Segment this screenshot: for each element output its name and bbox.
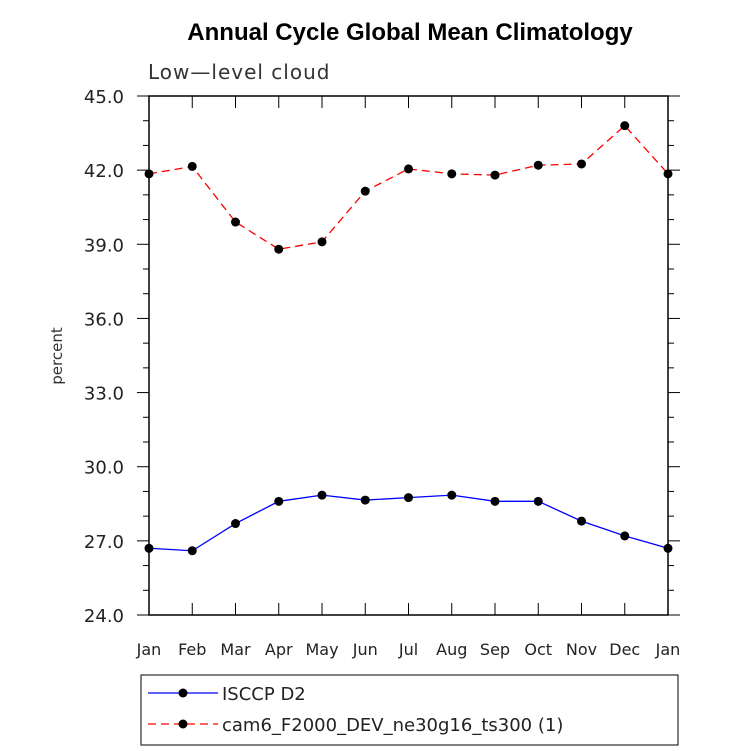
legend-label-0: ISCCP D2: [222, 684, 306, 705]
y-tick-label: 24.0: [84, 606, 124, 627]
x-tick-label: Oct: [524, 640, 552, 659]
data-point: [274, 244, 284, 254]
y-tick-label: 39.0: [84, 235, 124, 256]
x-tick-label: Dec: [609, 640, 640, 659]
x-tick-label: Apr: [265, 640, 293, 659]
data-point: [577, 159, 586, 169]
data-point: [620, 531, 630, 541]
x-tick-label: Jun: [352, 640, 378, 659]
series-line-0: [148, 494, 669, 552]
y-axis-label: percent: [48, 327, 66, 385]
data-point: [360, 186, 370, 196]
y-tick-label: 45.0: [84, 87, 124, 108]
data-point: [187, 161, 197, 171]
data-point: [404, 164, 413, 174]
x-tick-label: Jan: [136, 640, 162, 659]
y-tick-label: 30.0: [84, 458, 124, 479]
data-point: [231, 519, 240, 529]
x-tick-label: Nov: [566, 640, 597, 659]
data-point: [447, 490, 457, 500]
x-tick-label: Jan: [655, 640, 681, 659]
legend-label-1: cam6_F2000_DEV_ne30g16_ts300 (1): [222, 715, 563, 736]
data-point: [317, 490, 327, 500]
series-line-1: [148, 124, 669, 250]
data-point: [620, 121, 630, 131]
legend-box: [140, 674, 679, 746]
y-tick-label: 33.0: [84, 384, 124, 405]
data-point: [404, 493, 413, 503]
data-point: [533, 496, 543, 506]
plot-frame: [148, 95, 669, 616]
x-tick-label: May: [305, 640, 338, 659]
y-tick-label: 42.0: [84, 161, 124, 182]
data-point: [144, 169, 154, 179]
data-point: [533, 160, 543, 170]
legend-marker-1: [178, 719, 188, 729]
data-point: [274, 496, 284, 506]
data-point: [663, 169, 673, 179]
data-point: [577, 516, 586, 526]
data-point: [231, 217, 240, 227]
x-tick-label: Aug: [436, 640, 467, 659]
x-tick-label: Mar: [220, 640, 251, 659]
data-point: [490, 170, 500, 180]
x-tick-label: Feb: [178, 640, 206, 659]
y-tick-label: 36.0: [84, 309, 124, 330]
y-tick-label: 27.0: [84, 532, 124, 553]
legend-marker-0: [178, 688, 188, 698]
chart-title: Annual Cycle Global Mean Climatology: [187, 19, 633, 46]
data-point: [144, 543, 154, 553]
x-tick-label: Jul: [398, 640, 418, 659]
data-point: [317, 237, 327, 247]
chart-subtitle: Low—level cloud: [148, 60, 330, 84]
data-point: [663, 543, 673, 553]
data-point: [187, 546, 197, 556]
data-point: [447, 169, 457, 179]
x-tick-label: Sep: [480, 640, 510, 659]
data-point: [490, 496, 500, 506]
data-point: [360, 495, 370, 505]
